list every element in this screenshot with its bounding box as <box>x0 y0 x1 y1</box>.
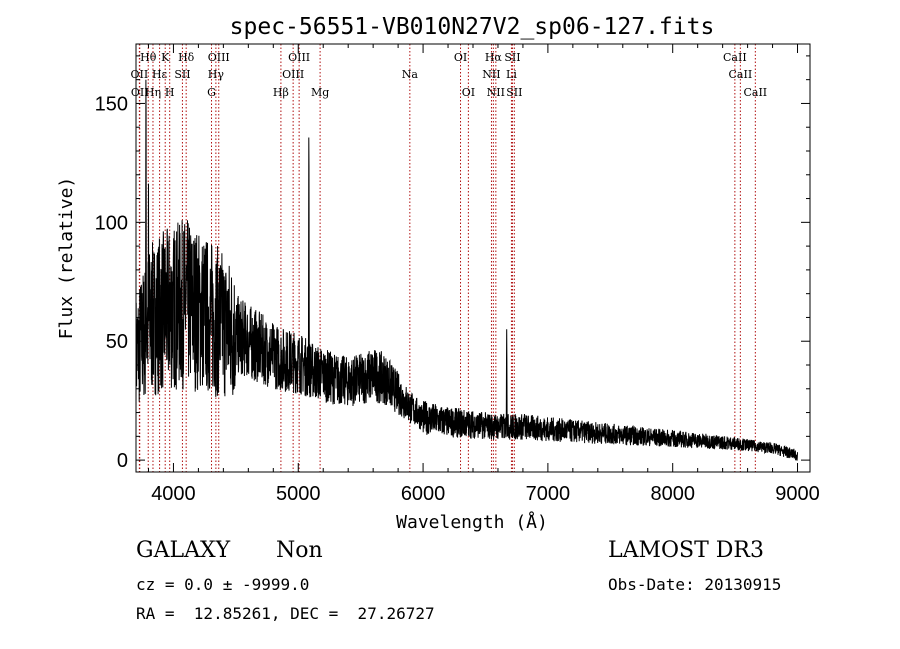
x-tick-label: 6000 <box>401 483 446 505</box>
spectral-line-label: CaII <box>743 86 767 99</box>
spectral-line-label: Hδ <box>178 51 195 64</box>
spectral-line-label: OII <box>131 68 149 81</box>
object-subclass: Non <box>276 538 323 563</box>
spectral-line-label: Hη <box>145 86 161 99</box>
survey-label: LAMOST DR3 <box>608 538 764 563</box>
y-axis-label: Flux (relative) <box>56 177 77 340</box>
spectral-line-label: SII <box>504 51 520 64</box>
x-axis: 4000 5000 6000 7000 8000 9000 <box>147 44 820 505</box>
spectral-line-label: OIII <box>288 51 310 64</box>
x-axis-label: Wavelength (Å) <box>396 511 548 533</box>
spectrum-series-line <box>135 79 798 461</box>
x-tick-label: 5000 <box>276 483 321 505</box>
x-tick-label: 7000 <box>526 483 571 505</box>
x-tick-label: 4000 <box>151 483 196 505</box>
plot-frame <box>135 43 811 473</box>
spectral-line-label: NII <box>487 86 505 99</box>
spectral-line-label: Hβ <box>273 86 289 99</box>
spectral-line-label: OI <box>454 51 467 64</box>
spectral-line-label: NII <box>482 68 500 81</box>
redshift-text: cz = 0.0 ± -9999.0 <box>136 575 310 594</box>
y-tick-label: 100 <box>95 212 128 234</box>
object-class: GALAXY <box>136 538 231 563</box>
y-tick-label: 0 <box>117 450 128 472</box>
y-tick-label: 150 <box>95 93 128 115</box>
spectral-line-label: SII <box>506 86 522 99</box>
obs-date-text: Obs-Date: 20130915 <box>608 575 782 594</box>
spectral-line-label: Hα <box>485 51 503 64</box>
spectral-line-label: OIII <box>282 68 304 81</box>
spectral-line-label: Li <box>506 68 517 81</box>
spectral-line-label: Na <box>402 68 419 81</box>
x-tick-label: 8000 <box>650 483 695 505</box>
spectral-line-label: OI <box>462 86 475 99</box>
spectral-line-labels: OII OII Hθ Hη Hε K H SII Hδ G Hγ OIII Hβ OIII OIII Mg Na… <box>131 51 768 99</box>
spectral-line-label: Hγ <box>208 68 225 81</box>
spectral-line-label: K <box>161 51 170 64</box>
y-axis: 0 50 100 150 <box>95 55 810 472</box>
spectral-line-label: CaII <box>729 68 753 81</box>
spectral-line-label: H <box>165 86 175 99</box>
y-tick-label: 50 <box>106 331 128 353</box>
spectral-line-label: SII <box>174 68 190 81</box>
x-tick-label: 9000 <box>775 483 820 505</box>
chart-title: spec-56551-VB010N27V2_sp06-127.fits <box>230 14 715 40</box>
spectral-line-label: Hθ <box>140 51 157 64</box>
spectral-line-label: Hε <box>152 68 168 81</box>
spectral-line-label: CaII <box>723 51 747 64</box>
coordinates-text: RA = 12.85261, DEC = 27.26727 <box>136 604 435 623</box>
spectral-line-label: OII <box>131 86 149 99</box>
spectral-line-label: OIII <box>208 51 230 64</box>
spectrum-chart: spec-56551-VB010N27V2_sp06-127.fits OIIO… <box>56 14 820 533</box>
spectral-line-label: Mg <box>311 86 329 99</box>
spectral-line-label: G <box>207 86 216 99</box>
